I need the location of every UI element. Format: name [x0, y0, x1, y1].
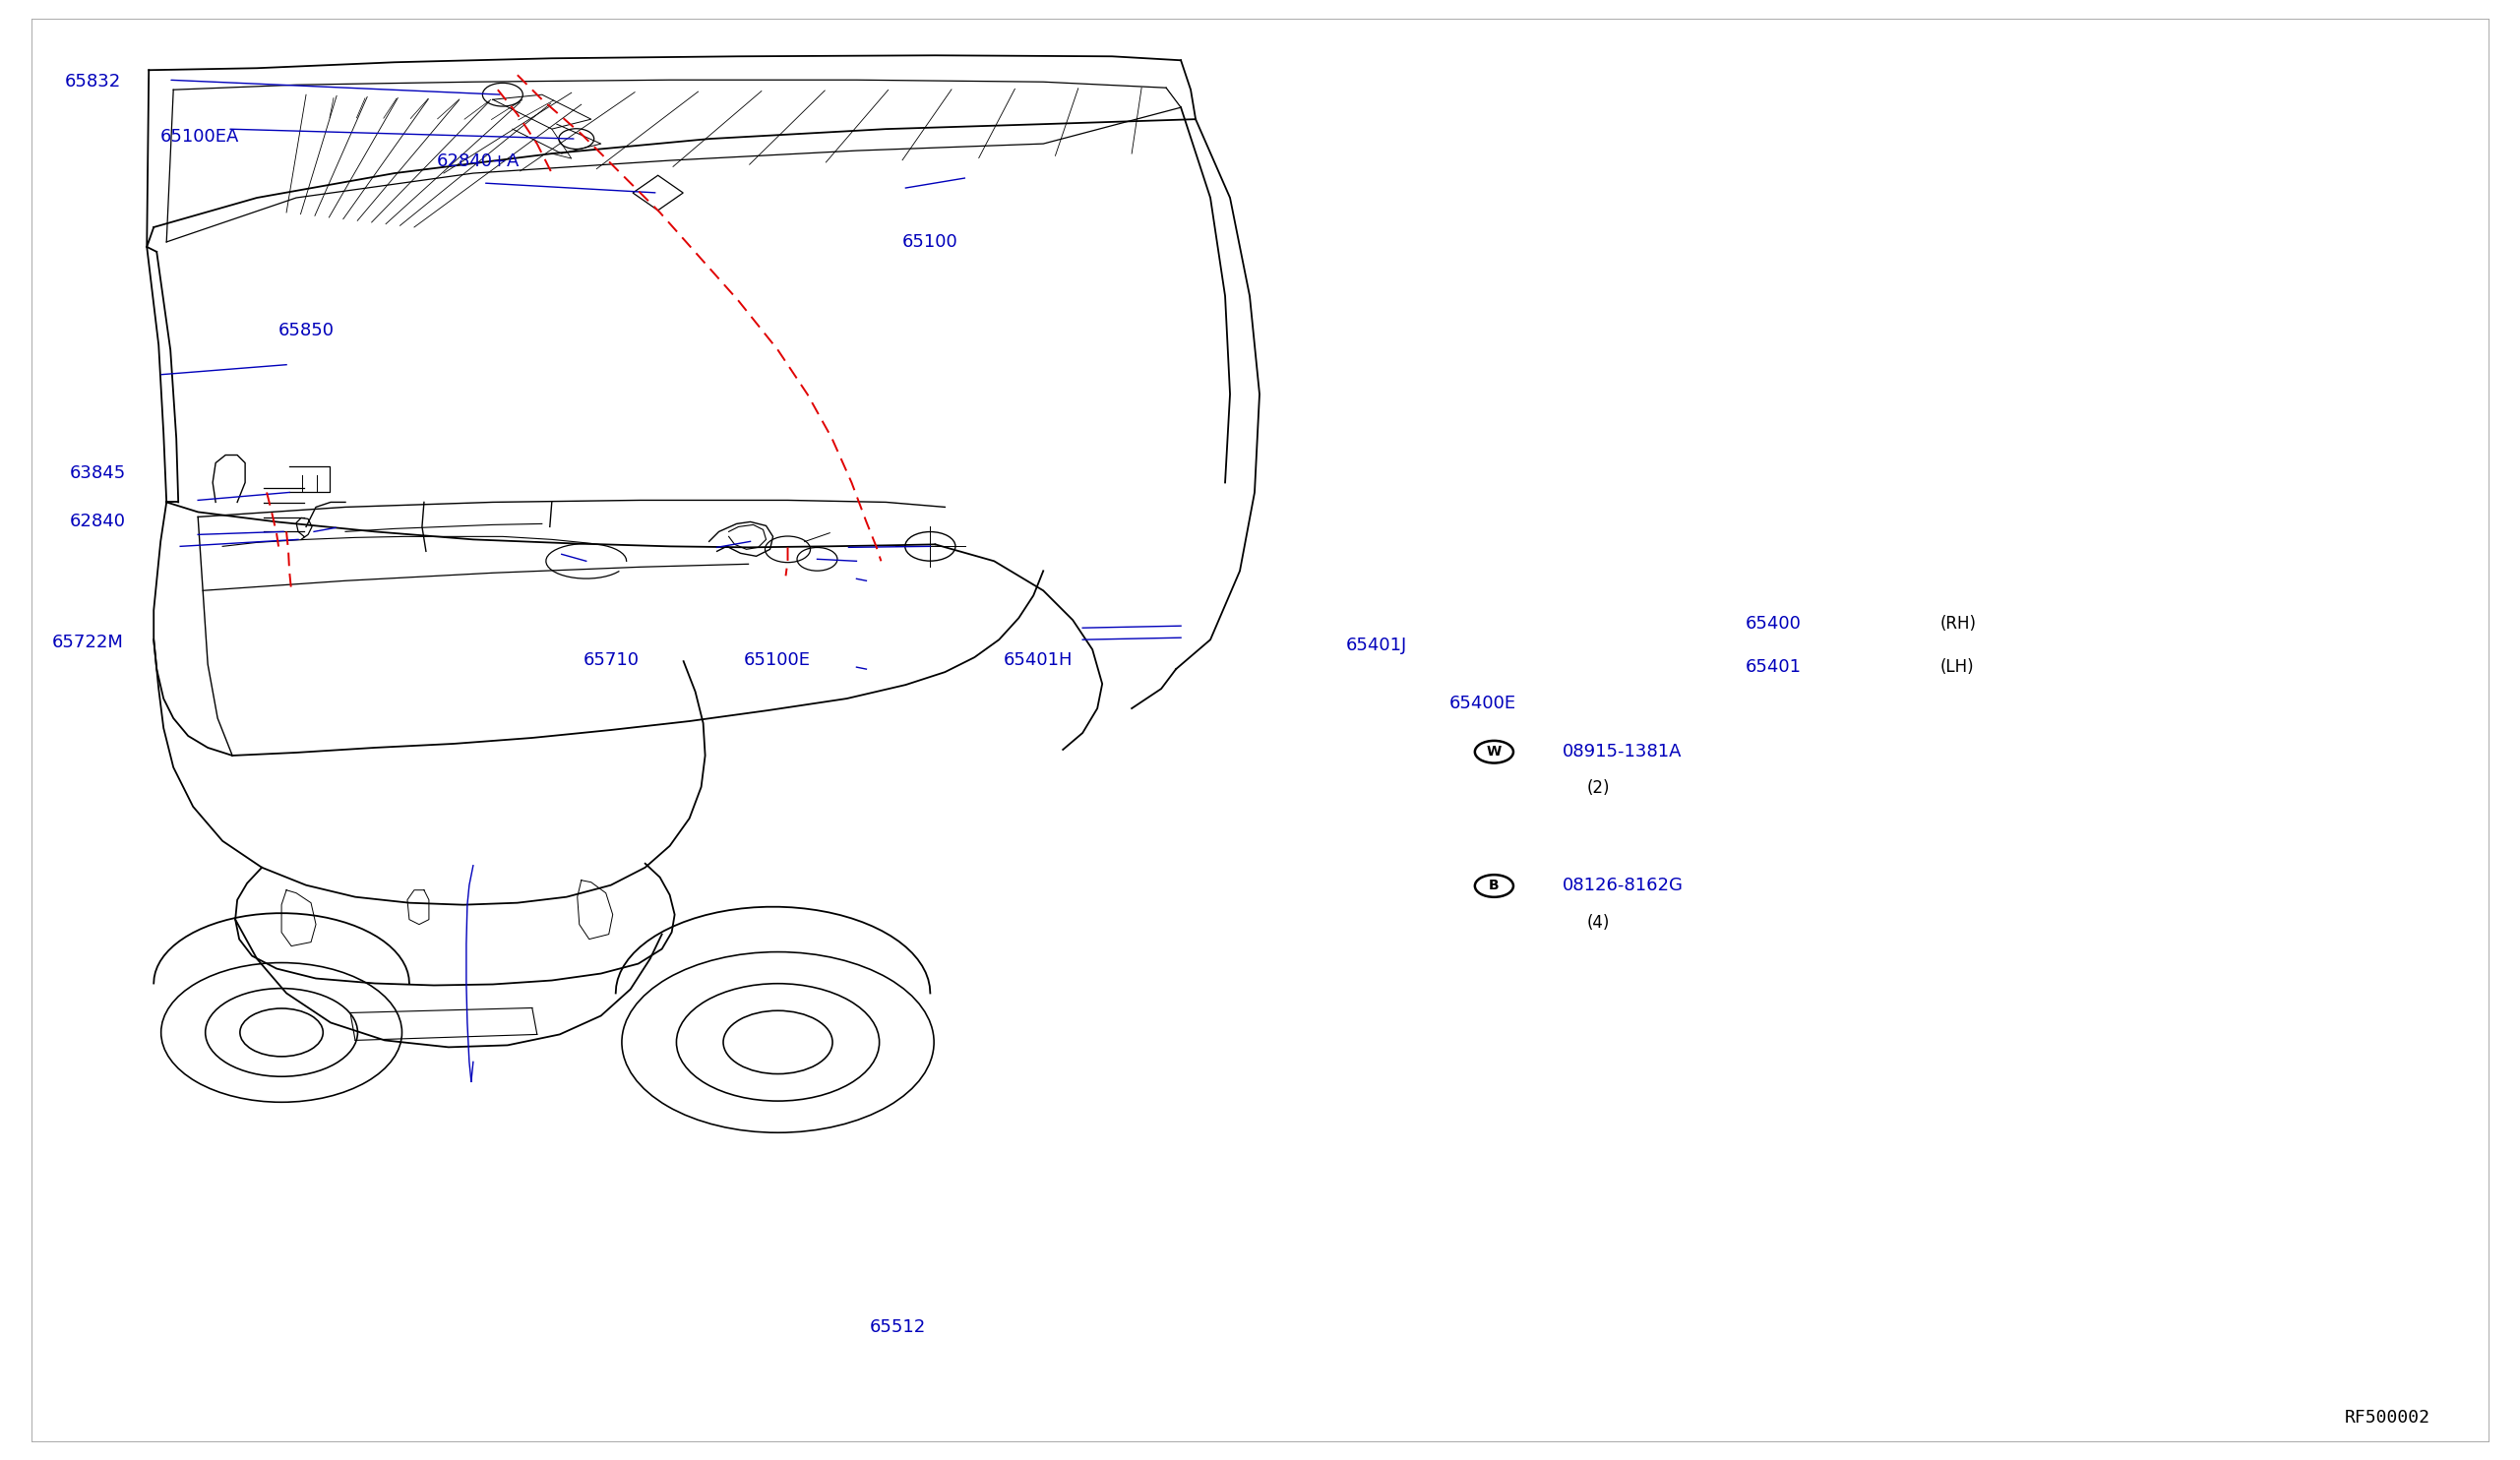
Text: 65100EA: 65100EA [159, 128, 239, 146]
Text: (4): (4) [1588, 914, 1610, 931]
Text: 65401H: 65401H [1003, 651, 1074, 669]
Text: 65722M: 65722M [53, 634, 123, 651]
Text: (2): (2) [1588, 780, 1610, 797]
Text: (LH): (LH) [1940, 658, 1973, 676]
Text: 65710: 65710 [582, 651, 640, 669]
Text: 65400: 65400 [1746, 615, 1802, 632]
Text: (RH): (RH) [1940, 615, 1976, 632]
Text: 65100E: 65100E [743, 651, 811, 669]
Text: 65512: 65512 [869, 1318, 927, 1336]
Text: 08915-1381A: 08915-1381A [1562, 743, 1681, 761]
Text: B: B [1489, 879, 1499, 894]
Text: 65832: 65832 [66, 73, 121, 91]
Text: 65401J: 65401J [1346, 637, 1406, 654]
Text: 63845: 63845 [71, 464, 126, 482]
Text: 65100: 65100 [902, 234, 958, 251]
Text: W: W [1487, 745, 1502, 759]
Text: 65400E: 65400E [1449, 695, 1517, 712]
Text: 08126-8162G: 08126-8162G [1562, 877, 1683, 895]
Text: 62840+A: 62840+A [436, 153, 519, 171]
Text: 62840: 62840 [71, 512, 126, 530]
Text: RF500002: RF500002 [2346, 1409, 2429, 1426]
Text: 65401: 65401 [1746, 658, 1802, 676]
Text: 65850: 65850 [277, 321, 335, 340]
